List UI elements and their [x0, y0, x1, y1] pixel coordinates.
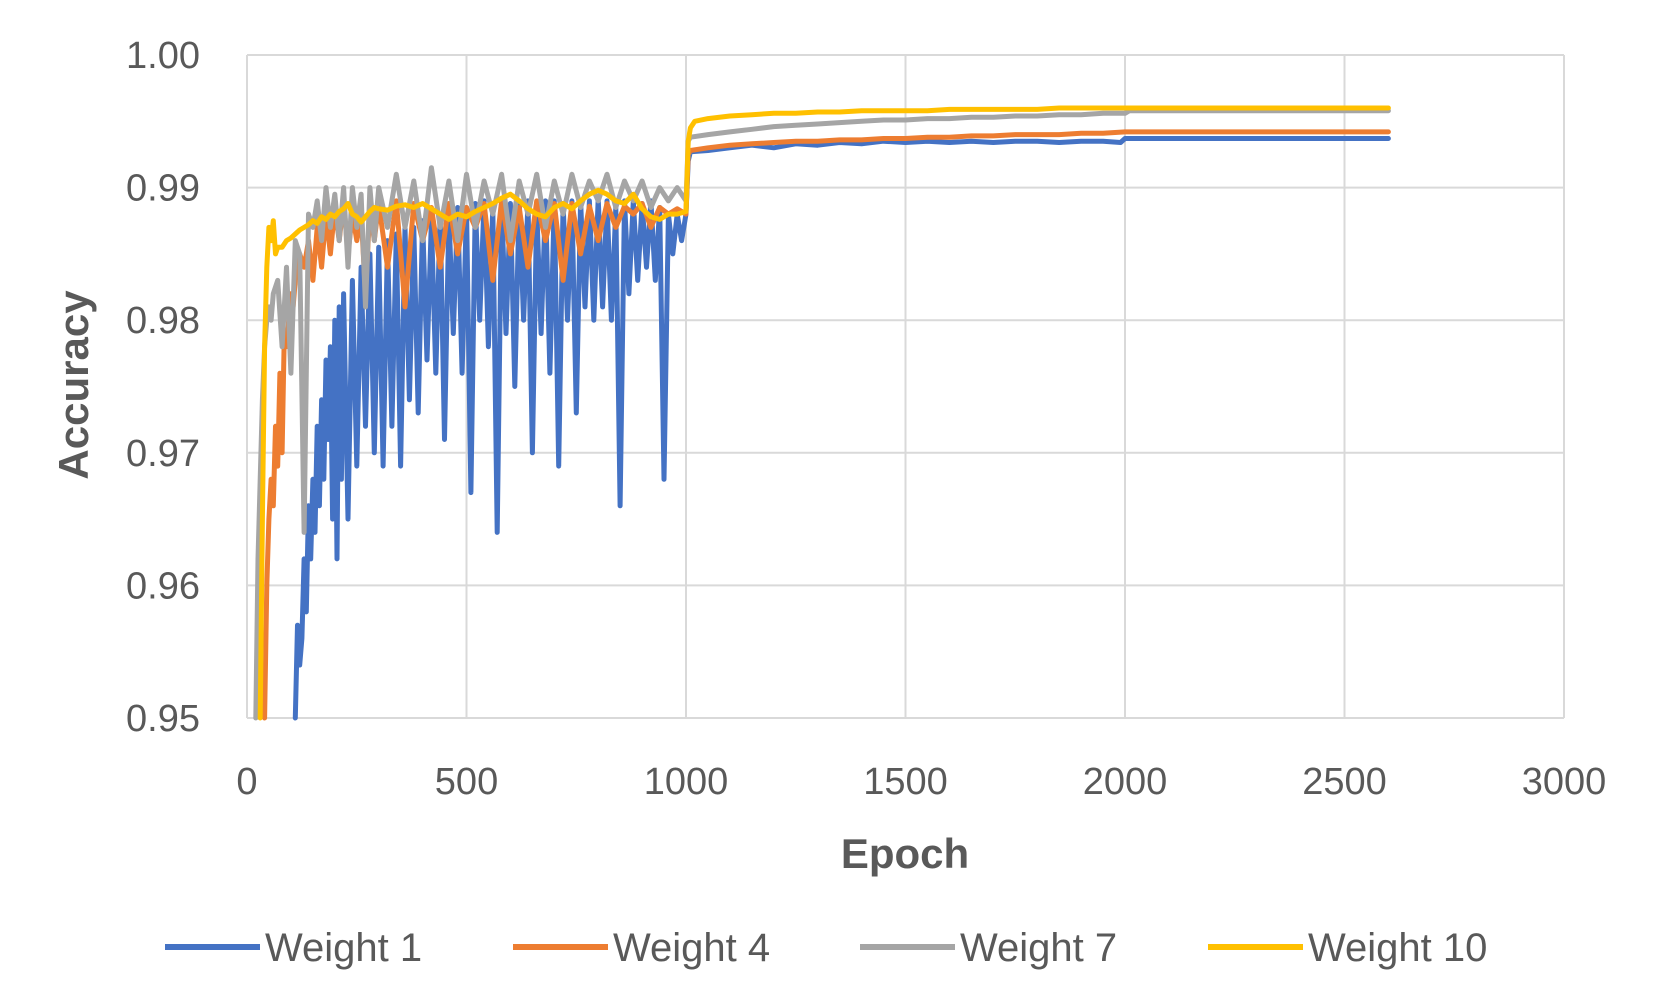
legend-label: Weight 7 — [960, 926, 1117, 970]
x-tick-label: 3000 — [1522, 761, 1607, 803]
y-tick-label: 0.95 — [126, 698, 200, 740]
legend-label: Weight 10 — [1308, 926, 1487, 970]
x-tick-label: 1500 — [863, 761, 948, 803]
legend-label: Weight 1 — [265, 926, 422, 970]
gridlines — [246, 54, 1565, 719]
series-lines — [253, 105, 1391, 721]
y-tick-label: 0.98 — [126, 300, 200, 342]
series-line-weight-4 — [262, 129, 1391, 721]
x-tick-label: 0 — [236, 761, 257, 803]
legend: Weight 1 Weight 4 Weight 7 Weight 10 — [165, 926, 1487, 970]
y-tick-label: 0.99 — [126, 168, 200, 210]
series-line-weight-1 — [292, 136, 1391, 721]
x-tick-label: 1000 — [644, 761, 729, 803]
series-line-weight-7 — [253, 108, 1391, 721]
legend-label: Weight 4 — [613, 926, 770, 970]
y-tick-label: 0.97 — [126, 433, 200, 475]
y-axis-title: Accuracy — [50, 290, 97, 480]
x-tick-label: 2500 — [1302, 761, 1387, 803]
y-tick-label: 1.00 — [126, 35, 200, 77]
x-tick-label: 500 — [435, 761, 498, 803]
x-tick-label: 2000 — [1083, 761, 1168, 803]
series-line-weight-10 — [257, 105, 1391, 721]
x-tick-labels: 0 500 1000 1500 2000 2500 3000 — [236, 761, 1606, 803]
x-axis-title: Epoch — [841, 830, 969, 877]
y-tick-labels: 0.95 0.96 0.97 0.98 0.99 1.00 — [126, 35, 200, 740]
y-tick-label: 0.96 — [126, 565, 200, 607]
